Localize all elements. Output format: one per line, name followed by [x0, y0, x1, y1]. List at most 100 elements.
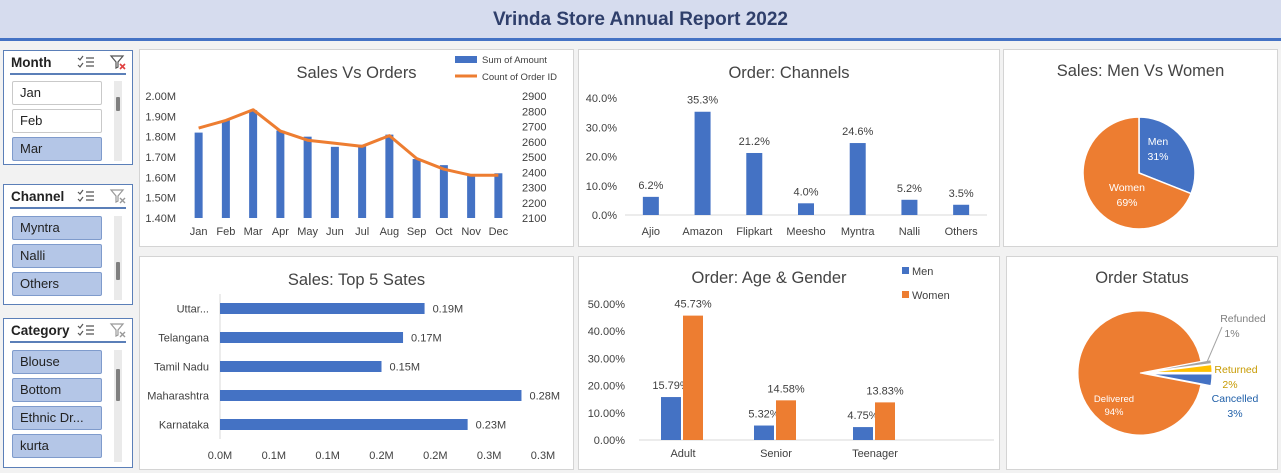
age-gender-chart: Order: Age & Gender 0.00% 10.00% 20.00% 30.… [578, 256, 1000, 470]
legend-swatch [902, 267, 909, 274]
slicer-item[interactable]: Nalli [12, 244, 102, 268]
x-tick-label: 0.2M [369, 450, 393, 462]
slicer-item[interactable]: kurta [12, 434, 102, 458]
y-tick-label: 40.0% [586, 93, 617, 105]
multi-select-icon[interactable] [77, 323, 95, 337]
slicer-item[interactable]: Ethnic Dr... [12, 406, 102, 430]
data-label: 35.3% [687, 95, 718, 107]
legend-label: Women [912, 290, 950, 302]
x-tick-label: Amazon [682, 226, 722, 238]
x-tick-label: Flipkart [736, 226, 772, 238]
clear-filter-icon[interactable] [109, 54, 126, 70]
channel-slicer: Channel Myntra Nalli Others [3, 184, 133, 305]
x-tick-label: 0.1M [262, 450, 286, 462]
sales-vs-orders-chart: Sales Vs Orders 1.40M 1.50M 1.60M 1.70M 1.80… [139, 49, 574, 247]
data-label: 6.2% [638, 180, 663, 192]
bar [221, 120, 230, 218]
slice-value: 3% [1227, 408, 1242, 420]
chart-title: Order: Channels [728, 64, 850, 82]
bar [849, 143, 866, 215]
report-title: Vrinda Store Annual Report 2022 [493, 9, 788, 30]
y-tick-label: 50.00% [588, 299, 626, 311]
slicer-item[interactable]: Myntra [12, 216, 102, 240]
slicer-item[interactable]: Feb [12, 109, 102, 133]
bar [953, 204, 970, 215]
order-status-pie-svg: Delivered 94% Refunded 1% Returned 2% Cancelle… [1077, 310, 1266, 436]
bar [220, 332, 404, 343]
bar [642, 196, 659, 215]
legend-swatch [455, 56, 477, 63]
scrollbar[interactable] [114, 350, 122, 462]
top5-states-svg: 0.19M Uttar... 0.17M Telangana 0.15M Tamil Na… [147, 294, 560, 462]
x-tick-label: Jul [355, 226, 369, 238]
bar [853, 427, 873, 440]
series-line [198, 108, 499, 177]
y2-tick-label: 2700 [522, 122, 546, 134]
slicer-item[interactable]: Blouse [12, 350, 102, 374]
x-tick-label: Aug [380, 226, 400, 238]
bar [385, 134, 394, 218]
y-tick-label: Karnataka [159, 420, 210, 432]
multi-select-icon[interactable] [77, 189, 95, 203]
data-label: 5.32% [748, 409, 779, 421]
chart-title: Sales: Top 5 Sates [287, 271, 426, 289]
sales-vs-orders-svg: 1.40M 1.50M 1.60M 1.70M 1.80M 1.90M 2.00M 2100 2… [145, 55, 557, 238]
clear-filter-icon[interactable] [109, 188, 126, 204]
data-label: 45.73% [674, 299, 712, 311]
slicer-item[interactable]: Jan [12, 81, 102, 105]
x-tick-label: Mar [244, 226, 263, 238]
x-tick-label: 0.3M [477, 450, 501, 462]
bar [875, 402, 895, 440]
slicer-item[interactable]: Bottom [12, 378, 102, 402]
clear-filter-icon[interactable] [109, 322, 126, 338]
y-tick-label: 1.60M [145, 172, 176, 184]
scrollbar-thumb[interactable] [116, 97, 120, 111]
scrollbar-thumb[interactable] [116, 369, 120, 401]
age-gender-svg: 0.00% 10.00% 20.00% 30.00% 40.00% 50.00% 15.79… [588, 266, 994, 460]
y-tick-label: 20.0% [586, 152, 617, 164]
scrollbar[interactable] [114, 81, 122, 161]
data-label: 0.28M [529, 391, 560, 403]
x-tick-label: 0.0M [208, 450, 232, 462]
order-channels-svg: 0.0% 10.0% 20.0% 30.0% 40.0% 6.2% Ajio 35.3% Ama… [586, 93, 987, 238]
data-label: 24.6% [842, 126, 873, 138]
y-tick-label: 30.0% [586, 122, 617, 134]
y-tick-label: 0.00% [594, 435, 625, 447]
slice-value: 2% [1222, 379, 1237, 391]
chart-title: Sales Vs Orders [296, 64, 417, 82]
y-tick-label: 0.0% [592, 210, 617, 222]
y-tick-label: 1.80M [145, 132, 176, 144]
multi-select-icon[interactable] [77, 55, 95, 69]
bar [303, 136, 312, 218]
category-slicer-header: Category [10, 319, 126, 343]
data-label: 0.17M [411, 333, 442, 345]
y-tick-label: 1.40M [145, 213, 176, 225]
pie-slice [1082, 116, 1193, 230]
y2-tick-label: 2400 [522, 167, 546, 179]
slicer-item[interactable]: Others [12, 272, 102, 296]
bar [249, 110, 258, 218]
order-channels-chart: Order: Channels 0.0% 10.0% 20.0% 30.0% 40.0%… [578, 49, 1000, 247]
slice-label: Men [1148, 136, 1169, 148]
x-tick-label: Jan [190, 226, 208, 238]
report-banner: Vrinda Store Annual Report 2022 [0, 0, 1281, 41]
data-label: 4.0% [793, 186, 818, 198]
bar [220, 303, 425, 314]
data-label: 5.2% [897, 183, 922, 195]
y-tick-label: 1.50M [145, 193, 176, 205]
pie-slice [1138, 116, 1196, 195]
y-tick-label: 40.00% [588, 326, 626, 338]
y-tick-label: 10.0% [586, 181, 617, 193]
x-tick-label: Nalli [899, 226, 920, 238]
y-tick-label: 10.00% [588, 408, 626, 420]
month-slicer: Month Jan Feb Mar [3, 50, 133, 165]
slicer-item[interactable]: Mar [12, 137, 102, 161]
scrollbar[interactable] [114, 216, 122, 300]
slice-value: 94% [1104, 407, 1124, 418]
x-tick-label: Oct [435, 226, 452, 238]
x-tick-label: Others [945, 226, 979, 238]
y2-tick-label: 2300 [522, 183, 546, 195]
data-label: 21.2% [739, 136, 770, 148]
slice-label: Refunded [1220, 313, 1266, 325]
scrollbar-thumb[interactable] [116, 262, 120, 280]
